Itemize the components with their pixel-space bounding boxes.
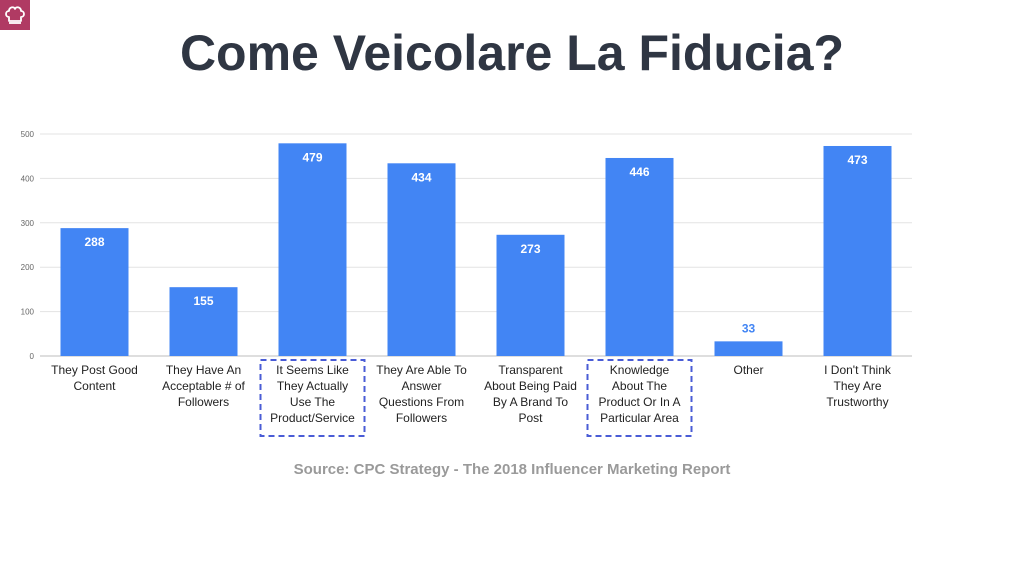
y-tick-label: 100 — [21, 308, 35, 317]
data-label: 473 — [847, 153, 867, 167]
bar-chart: 0 100 200 300 400 500 288 They Post Good Content… — [21, 130, 912, 437]
bar — [496, 234, 565, 356]
x-tick-label: About The — [612, 379, 667, 393]
data-label: 273 — [520, 242, 540, 256]
x-tick-label: Knowledge — [610, 363, 670, 377]
y-tick-label: 300 — [21, 219, 35, 228]
y-tick-label: 200 — [21, 263, 35, 272]
x-tick-label: They Have An — [166, 363, 241, 377]
bar — [605, 157, 674, 356]
x-tick-label: Particular Area — [600, 411, 679, 425]
source-caption: Source: CPC Strategy - The 2018 Influenc… — [293, 461, 731, 478]
highlight-box — [586, 359, 693, 437]
x-tick-label: They Actually — [277, 379, 348, 393]
bar — [60, 228, 129, 356]
x-tick-label: Product/Service — [270, 411, 355, 425]
bar — [278, 143, 347, 356]
x-tick-label: It Seems Like — [276, 363, 349, 377]
bar — [169, 287, 238, 356]
y-tick-label: 400 — [21, 174, 35, 183]
x-tick-label: Post — [518, 411, 543, 425]
data-label: 446 — [629, 165, 649, 179]
bar — [714, 341, 783, 356]
data-label: 434 — [411, 170, 431, 184]
page-title: Come Veicolare La Fiducia? — [179, 25, 845, 81]
data-label: 155 — [193, 294, 213, 308]
x-tick-label: They Are Able To — [376, 363, 467, 377]
data-label: 33 — [742, 321, 756, 335]
logo — [0, 0, 30, 30]
x-tick-label: They Post Good — [51, 363, 138, 377]
x-tick-label: Content — [73, 379, 116, 393]
x-tick-label: About Being Paid — [484, 379, 577, 393]
bar — [387, 163, 456, 356]
bar — [823, 145, 892, 356]
x-tick-label: They Are — [833, 379, 881, 393]
x-tick-label: Followers — [178, 395, 229, 409]
y-tick-label: 0 — [30, 352, 35, 361]
x-tick-label: Trustworthy — [826, 395, 888, 409]
x-tick-label: Followers — [396, 411, 447, 425]
x-tick-label: Answer — [401, 379, 441, 393]
x-tick-label: Questions From — [379, 395, 464, 409]
x-tick-label: By A Brand To — [493, 395, 568, 409]
data-label: 288 — [84, 235, 104, 249]
x-tick-label: Other — [733, 363, 763, 377]
x-tick-label: Use The — [290, 395, 335, 409]
highlight-box — [259, 359, 366, 437]
y-tick-label: 500 — [21, 130, 35, 139]
x-tick-label: Product Or In A — [598, 395, 680, 409]
chef-hat-icon — [5, 6, 25, 24]
x-tick-label: I Don't Think — [824, 363, 892, 377]
x-tick-label: Transparent — [498, 363, 563, 377]
x-tick-label: Acceptable # of — [162, 379, 245, 393]
data-label: 479 — [302, 150, 322, 164]
